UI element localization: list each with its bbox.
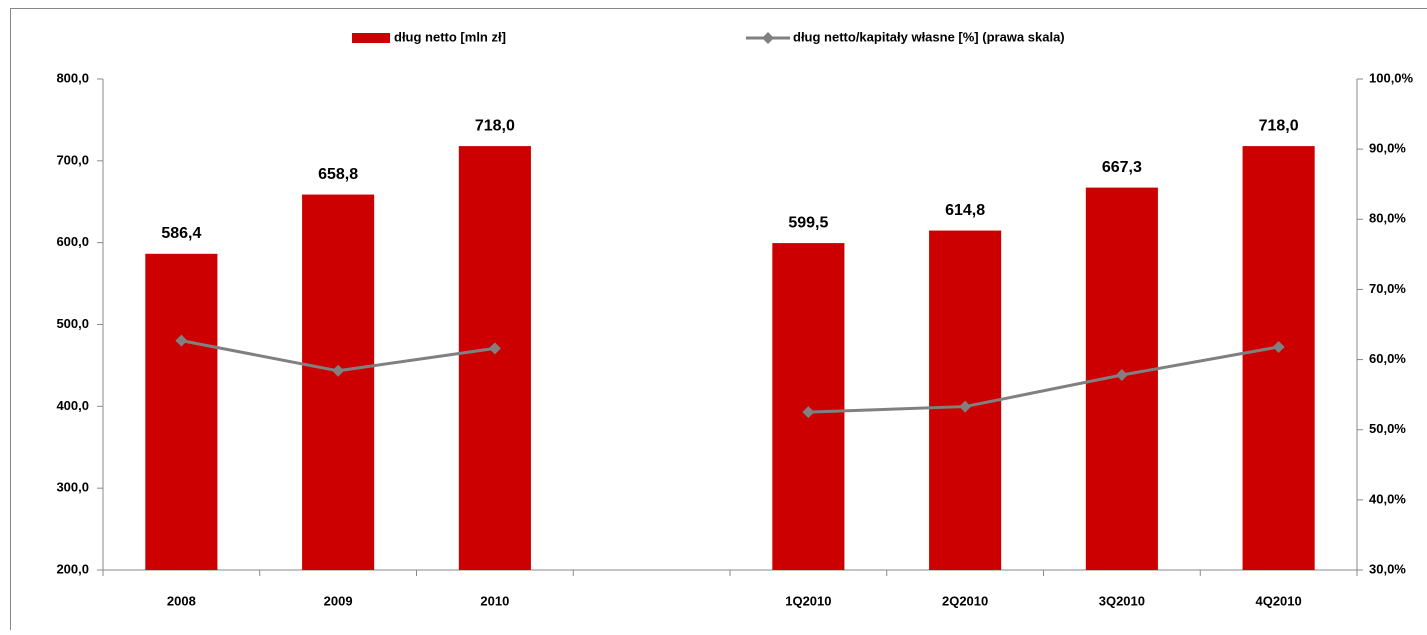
value-label: 718,0 <box>1259 117 1299 134</box>
x-tick-label: 3Q2010 <box>1099 593 1145 608</box>
y-tick-label: 600,0 <box>56 234 89 249</box>
x-tick-label: 2010 <box>480 593 509 608</box>
y2-tick-label: 90,0% <box>1369 141 1406 156</box>
y-tick-label: 300,0 <box>56 480 89 495</box>
y2-tick-label: 50,0% <box>1369 421 1406 436</box>
value-label: 599,5 <box>788 214 828 231</box>
bar <box>459 146 531 570</box>
legend-swatch <box>352 33 390 43</box>
legend-marker <box>762 32 774 44</box>
value-label: 614,8 <box>945 202 985 219</box>
value-label: 586,4 <box>161 225 201 242</box>
x-tick-label: 2Q2010 <box>942 593 988 608</box>
y2-tick-label: 100,0% <box>1369 70 1414 85</box>
y-tick-label: 800,0 <box>56 70 89 85</box>
y-tick-label: 400,0 <box>56 398 89 413</box>
legend-label: dług netto/kapitały własne [%] (prawa sk… <box>793 29 1065 44</box>
x-tick-label: 1Q2010 <box>785 593 831 608</box>
x-tick-label: 2009 <box>324 593 353 608</box>
y2-tick-label: 40,0% <box>1369 491 1406 506</box>
x-tick-label: 4Q2010 <box>1255 593 1301 608</box>
x-tick-label: 2008 <box>167 593 196 608</box>
y-tick-label: 700,0 <box>56 152 89 167</box>
y2-tick-label: 60,0% <box>1369 351 1406 366</box>
value-label: 658,8 <box>318 166 358 183</box>
y2-tick-label: 70,0% <box>1369 281 1406 296</box>
y2-tick-label: 30,0% <box>1369 561 1406 576</box>
y2-tick-label: 80,0% <box>1369 211 1406 226</box>
bar <box>1243 146 1315 570</box>
value-label: 718,0 <box>475 117 515 134</box>
bar <box>302 195 374 570</box>
legend-label: dług netto [mln zł] <box>394 29 506 44</box>
value-label: 667,3 <box>1102 159 1142 176</box>
bar <box>145 254 217 570</box>
y-tick-label: 500,0 <box>56 316 89 331</box>
y-tick-label: 200,0 <box>56 561 89 576</box>
chart-frame <box>11 9 1427 631</box>
